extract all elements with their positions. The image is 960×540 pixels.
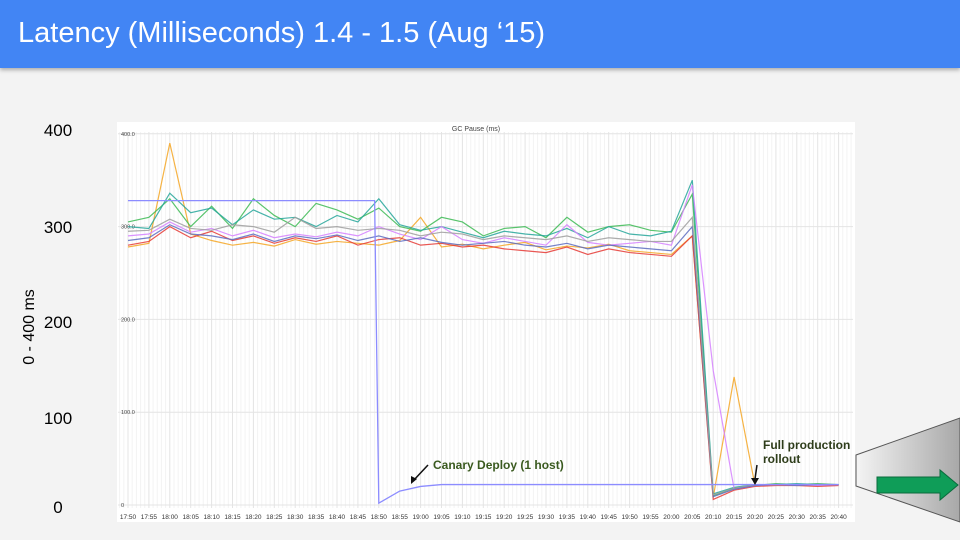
x-tick-label: 19:40 xyxy=(580,514,597,521)
rollout-arrow-icon xyxy=(751,464,759,485)
x-tick-label: 20:20 xyxy=(747,514,764,521)
x-tick-label: 18:35 xyxy=(308,514,325,521)
x-tick-label: 20:30 xyxy=(789,514,806,521)
rollout-annotation-line1: Full production xyxy=(763,438,850,452)
x-tick-label: 20:05 xyxy=(684,514,701,521)
x-tick-label: 19:45 xyxy=(601,514,618,521)
x-tick-label: 18:55 xyxy=(392,514,409,521)
y-tick-label: 400.0 xyxy=(121,132,135,138)
x-tick-label: 19:10 xyxy=(454,514,471,521)
x-tick-label: 18:50 xyxy=(371,514,388,521)
x-tick-label: 18:00 xyxy=(162,514,179,521)
slide-header: Latency (Milliseconds) 1.4 - 1.5 (Aug ‘1… xyxy=(0,0,960,68)
canary-arrow-icon xyxy=(411,464,429,484)
y-tick-label: 100.0 xyxy=(121,410,135,416)
y-tick-label: 0 xyxy=(121,503,124,509)
x-tick-label: 19:20 xyxy=(496,514,513,521)
x-tick-label: 18:20 xyxy=(245,514,262,521)
series-line-7 xyxy=(127,215,839,496)
x-tick-label: 20:10 xyxy=(705,514,722,521)
chart-x-ticks: 17:50 17:55 18:00 18:05 18:10 18:15 18:20 18:25… xyxy=(120,514,847,521)
series-line-3 xyxy=(127,179,839,495)
y-tick-200: 200 xyxy=(43,313,73,332)
chart-title: GC Pause (ms) xyxy=(452,126,500,133)
series-line-1 xyxy=(127,142,839,498)
y-tick-label: 200.0 xyxy=(121,317,135,323)
slide-title: Latency (Milliseconds) 1.4 - 1.5 (Aug ‘1… xyxy=(18,17,546,49)
x-tick-label: 19:05 xyxy=(433,514,450,521)
x-tick-label: 19:15 xyxy=(475,514,492,521)
x-tick-label: 18:25 xyxy=(266,514,283,521)
x-tick-label: 20:00 xyxy=(663,514,680,521)
y-tick-300: 300 xyxy=(43,218,73,237)
x-tick-label: 20:40 xyxy=(830,514,847,521)
x-tick-label: 19:50 xyxy=(621,514,638,521)
x-tick-label: 19:25 xyxy=(517,514,534,521)
chart-background xyxy=(117,122,855,522)
y-tick-100: 100 xyxy=(43,409,73,428)
series-line-6 xyxy=(127,224,839,498)
grid xyxy=(118,132,853,508)
x-tick-label: 18:40 xyxy=(329,514,346,521)
x-tick-label: 20:25 xyxy=(768,514,785,521)
series-lines xyxy=(127,142,839,505)
x-tick-label: 17:55 xyxy=(141,514,158,521)
y-tick-400: 400 xyxy=(43,121,73,140)
x-tick-label: 18:10 xyxy=(203,514,220,521)
canary-series-line xyxy=(128,199,839,505)
x-tick-label: 17:50 xyxy=(120,514,137,521)
rollout-annotation-line2: rollout xyxy=(763,452,800,466)
x-tick-label: 19:30 xyxy=(538,514,555,521)
x-tick-label: 18:30 xyxy=(287,514,304,521)
series-line-4 xyxy=(127,225,839,501)
y-tick-label: 300.0 xyxy=(121,225,135,231)
y-tick-0: 0 xyxy=(53,498,63,517)
x-tick-label: 20:15 xyxy=(726,514,743,521)
x-tick-label: 19:55 xyxy=(642,514,659,521)
chart-y-ticks: 400.0 300.0 200.0 100.0 0 xyxy=(121,132,135,509)
canary-annotation: Canary Deploy (1 host) xyxy=(433,458,564,472)
x-tick-label: 19:35 xyxy=(559,514,576,521)
trapezoid-shape xyxy=(855,417,960,523)
x-tick-label: 18:45 xyxy=(350,514,367,521)
x-tick-label: 20:35 xyxy=(810,514,827,521)
x-tick-label: 18:05 xyxy=(183,514,200,521)
green-arrow-icon xyxy=(876,468,959,502)
x-tick-label: 19:00 xyxy=(412,514,429,521)
x-tick-label: 18:15 xyxy=(224,514,241,521)
